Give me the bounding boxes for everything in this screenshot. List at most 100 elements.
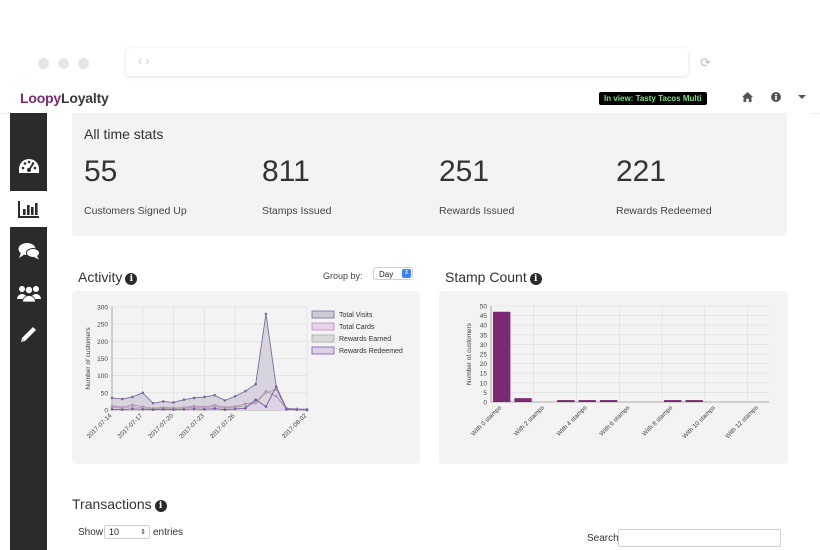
stat-rewards-issued-label: Rewards Issued xyxy=(439,205,515,217)
stamp-bar[interactable] xyxy=(493,311,511,402)
activity-point[interactable] xyxy=(285,408,288,411)
activity-chart-card: 0 50 100 150 200 250 300 2017-07-14 2017-07-17 20… xyxy=(72,291,420,464)
page-size-select[interactable]: 10 ⇕ xyxy=(104,525,150,539)
activity-point[interactable] xyxy=(264,312,268,316)
stamp-ytick-label: 0 xyxy=(483,400,487,407)
back-forward-arrows-icon[interactable]: ‹ › xyxy=(138,54,150,68)
activity-point[interactable] xyxy=(305,408,309,412)
activity-point[interactable] xyxy=(254,398,257,401)
activity-point[interactable] xyxy=(192,407,196,411)
activity-point[interactable] xyxy=(182,398,186,401)
activity-point[interactable] xyxy=(151,401,155,405)
loopy-loyalty-logo[interactable]: LoopyLoyalty xyxy=(20,90,109,106)
activity-legend-swatch xyxy=(311,310,335,319)
activity-xtick-label: 2017-07-14 xyxy=(86,412,114,440)
group-by-select[interactable]: Day ⇕ xyxy=(373,267,413,280)
activity-point[interactable] xyxy=(172,408,175,411)
activity-point[interactable] xyxy=(162,408,165,411)
activity-xtick-label: 2017-07-17 xyxy=(116,412,144,440)
activity-point[interactable] xyxy=(274,394,278,398)
activity-point[interactable] xyxy=(244,389,247,393)
page-size-value: 10 xyxy=(109,527,120,537)
chevron-down-icon[interactable] xyxy=(798,92,806,105)
activity-title: Activity i xyxy=(78,269,138,285)
search-label: Search: xyxy=(587,533,622,544)
home-icon[interactable] xyxy=(742,92,753,105)
activity-point[interactable] xyxy=(110,408,114,411)
activity-point[interactable] xyxy=(244,406,247,410)
activity-point[interactable] xyxy=(223,399,227,402)
stamp-bar[interactable] xyxy=(685,400,703,402)
stamp-count-info-icon[interactable]: i xyxy=(529,273,542,285)
stamp-bar[interactable] xyxy=(557,400,575,402)
stamp-xtick-label: With 0 stamps xyxy=(470,404,503,437)
activity-xtick-label: 2017-07-26 xyxy=(209,412,237,440)
activity-point[interactable] xyxy=(131,407,134,411)
info-icon[interactable] xyxy=(771,92,781,105)
activity-point[interactable] xyxy=(213,407,216,410)
activity-point[interactable] xyxy=(182,408,186,411)
sidebar-item-customers[interactable] xyxy=(10,275,47,311)
activity-point[interactable] xyxy=(120,397,124,401)
activity-point[interactable] xyxy=(131,405,134,408)
activity-point[interactable] xyxy=(203,408,206,411)
activity-point[interactable] xyxy=(295,408,299,411)
activity-point[interactable] xyxy=(131,395,134,399)
activity-point[interactable] xyxy=(254,382,257,386)
activity-point[interactable] xyxy=(213,393,216,397)
sidebar-item-dashboard[interactable] xyxy=(10,149,47,185)
entries-label: entries xyxy=(153,527,184,538)
stamp-ytick-label: 15 xyxy=(480,371,488,378)
activity-point[interactable] xyxy=(264,391,268,395)
stamp-ytick-label: 45 xyxy=(480,313,488,320)
search-input[interactable] xyxy=(618,529,781,547)
activity-point[interactable] xyxy=(151,408,155,411)
activity-point[interactable] xyxy=(254,401,257,405)
transactions-info-icon[interactable]: i xyxy=(154,500,167,512)
activity-point[interactable] xyxy=(162,400,165,403)
sidebar-item-edit[interactable] xyxy=(10,317,47,353)
activity-ytick-label: 0 xyxy=(104,408,108,415)
stat-customers-signed-up-value: 55 xyxy=(84,155,118,188)
activity-point[interactable] xyxy=(141,408,145,411)
window-maximize-dot[interactable] xyxy=(78,58,89,69)
activity-point[interactable] xyxy=(203,395,206,399)
sidebar-item-messages[interactable] xyxy=(10,233,47,269)
activity-point[interactable] xyxy=(213,405,216,408)
stamp-xtick-label: With 10 stamps xyxy=(681,404,717,440)
activity-point[interactable] xyxy=(172,401,175,404)
activity-legend-swatch xyxy=(311,334,335,343)
activity-point[interactable] xyxy=(244,404,247,408)
activity-info-icon[interactable]: i xyxy=(125,273,138,285)
activity-point[interactable] xyxy=(141,391,145,395)
activity-point[interactable] xyxy=(233,394,237,398)
activity-point[interactable] xyxy=(110,405,114,409)
stamp-bar[interactable] xyxy=(599,400,618,402)
activity-point[interactable] xyxy=(110,396,114,400)
window-minimize-dot[interactable] xyxy=(58,58,69,69)
transactions-title: Transactions i xyxy=(72,496,167,512)
activity-point[interactable] xyxy=(264,405,268,408)
sidebar-item-reports[interactable] xyxy=(10,191,47,227)
transactions-title-text: Transactions xyxy=(72,496,152,512)
window-close-dot[interactable] xyxy=(38,58,49,69)
stamp-xtick-label: With 6 stamps xyxy=(598,404,631,437)
activity-legend-swatch xyxy=(311,322,335,331)
stamp-xtick-label: With 8 stamps xyxy=(641,404,674,437)
activity-legend-label: Total Cards xyxy=(339,324,375,331)
stat-stamps-issued-label: Stamps Issued xyxy=(262,205,332,217)
activity-point[interactable] xyxy=(223,408,227,411)
stamp-bar[interactable] xyxy=(664,400,682,402)
reload-icon[interactable]: ⟳ xyxy=(700,55,711,70)
browser-chrome: ‹ › ⟳ xyxy=(0,0,820,88)
activity-point[interactable] xyxy=(192,396,196,400)
address-bar[interactable]: ‹ › xyxy=(126,48,688,76)
stamp-bar[interactable] xyxy=(514,398,532,402)
stamp-ytick-label: 35 xyxy=(480,332,488,339)
activity-point[interactable] xyxy=(244,402,247,406)
activity-point[interactable] xyxy=(274,385,278,388)
activity-ytick-label: 250 xyxy=(97,322,108,329)
stamp-bar[interactable] xyxy=(578,400,596,402)
activity-point[interactable] xyxy=(233,407,237,411)
activity-point[interactable] xyxy=(120,408,124,411)
